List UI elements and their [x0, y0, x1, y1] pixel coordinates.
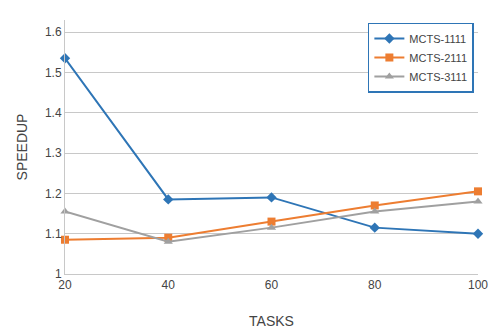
svg-text:40: 40	[162, 278, 176, 292]
svg-text:60: 60	[265, 278, 279, 292]
svg-text:1.3: 1.3	[45, 146, 62, 160]
svg-text:MCTS-1111: MCTS-1111	[409, 33, 466, 45]
svg-text:1.5: 1.5	[45, 66, 62, 80]
svg-text:80: 80	[368, 278, 382, 292]
svg-text:1.1: 1.1	[45, 227, 62, 241]
svg-text:TASKS: TASKS	[249, 313, 294, 329]
svg-text:1.4: 1.4	[45, 106, 62, 120]
svg-text:SPEEDUP: SPEEDUP	[14, 114, 30, 181]
svg-text:1: 1	[55, 267, 62, 281]
svg-text:1.2: 1.2	[45, 187, 62, 201]
svg-text:20: 20	[58, 278, 72, 292]
svg-text:MCTS-2111: MCTS-2111	[409, 52, 467, 64]
svg-text:100: 100	[468, 278, 488, 292]
svg-text:1.6: 1.6	[45, 25, 62, 39]
svg-text:MCTS-3111: MCTS-3111	[409, 71, 467, 83]
